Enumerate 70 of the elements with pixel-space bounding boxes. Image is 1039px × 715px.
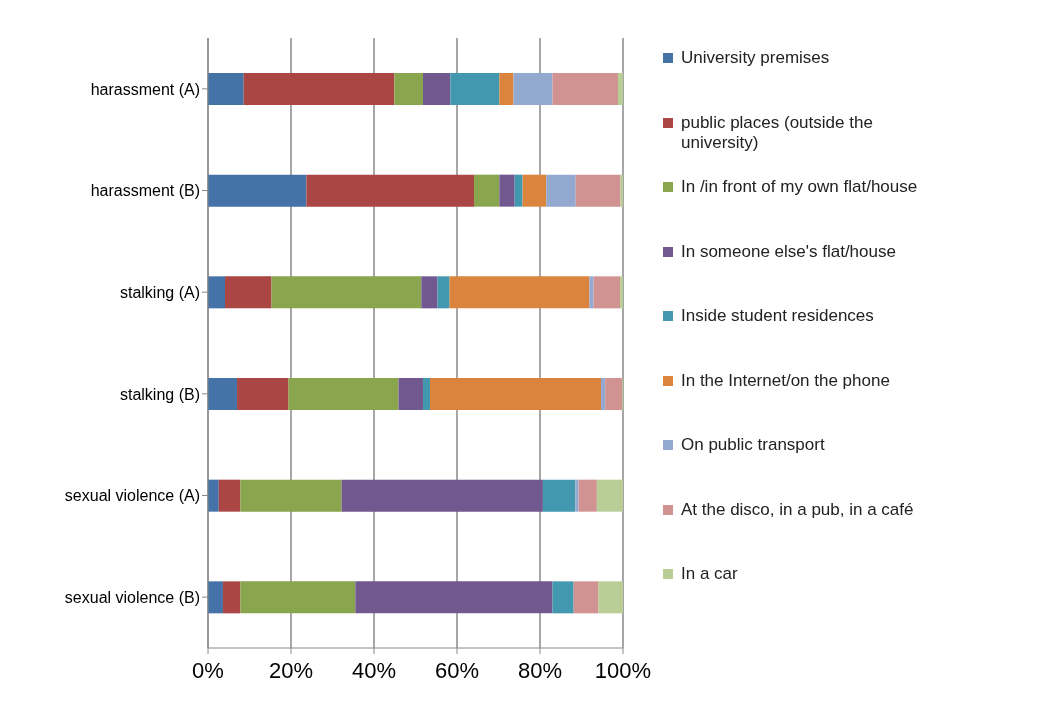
bar [208,73,244,105]
bar [306,174,475,207]
bar [605,378,623,410]
bar [499,73,514,105]
bar [218,479,241,512]
legend-label: At the disco, in a pub, in a café [681,499,914,520]
x-tick-label: 20% [268,657,314,683]
bar [237,378,289,410]
bar [575,479,579,512]
x-tick-label: 40% [351,657,397,683]
x-tick-label: 0% [192,657,224,683]
bar [499,174,515,207]
bar [601,378,606,410]
bar [208,174,307,207]
bar [222,581,241,614]
bar [542,479,576,512]
bar [578,479,597,512]
bar [355,581,553,614]
bar [398,378,423,410]
bar [618,73,623,105]
bar [593,276,621,309]
bar [522,174,547,207]
y-tick-label: sexual violence (A) [64,487,200,505]
bar [421,276,438,309]
bar [552,73,619,105]
bar [589,276,594,309]
bar [437,276,450,309]
x-tick-label: 100% [594,657,652,683]
bar [513,73,553,105]
bar [341,479,543,512]
y-tick-label: harassment (B) [90,182,200,200]
bar [394,73,423,105]
bar [271,276,422,309]
bar [240,479,342,512]
bar [422,378,431,410]
bar [596,479,623,512]
x-tick-label: 60% [434,657,480,683]
bar [552,581,574,614]
legend-label: In the Internet/on the phone [681,370,890,391]
bar [449,276,590,309]
bar [208,479,219,512]
legend-label: In someone else's flat/house [681,241,896,262]
bar [240,581,356,614]
legend-label: Inside student residences [681,306,874,326]
bar [243,73,395,105]
y-tick-label: sexual violence (B) [64,588,200,606]
bar [208,378,238,410]
bar [514,174,523,207]
y-tick-label: stalking (B) [119,385,200,403]
bar [573,581,599,614]
legend-label: In /in front of my own flat/house [681,177,918,197]
bar [430,378,602,410]
bar [288,378,399,410]
legend-label: public places (outside the university) [681,112,874,153]
bar [575,174,621,207]
bar [208,276,226,309]
bar [546,174,576,207]
y-tick-label: harassment (A) [90,80,200,98]
x-tick-label: 80% [517,657,563,683]
bar [450,73,500,105]
bar [208,581,223,614]
y-tick-label: stalking (A) [119,283,200,301]
bar [422,73,451,105]
legend-label: In a car [681,564,738,584]
legend-label: University premises [681,48,830,68]
legend-label: On public transport [681,435,825,455]
bar [598,581,623,614]
bar [474,174,500,207]
bar [620,276,623,309]
bar [225,276,272,309]
